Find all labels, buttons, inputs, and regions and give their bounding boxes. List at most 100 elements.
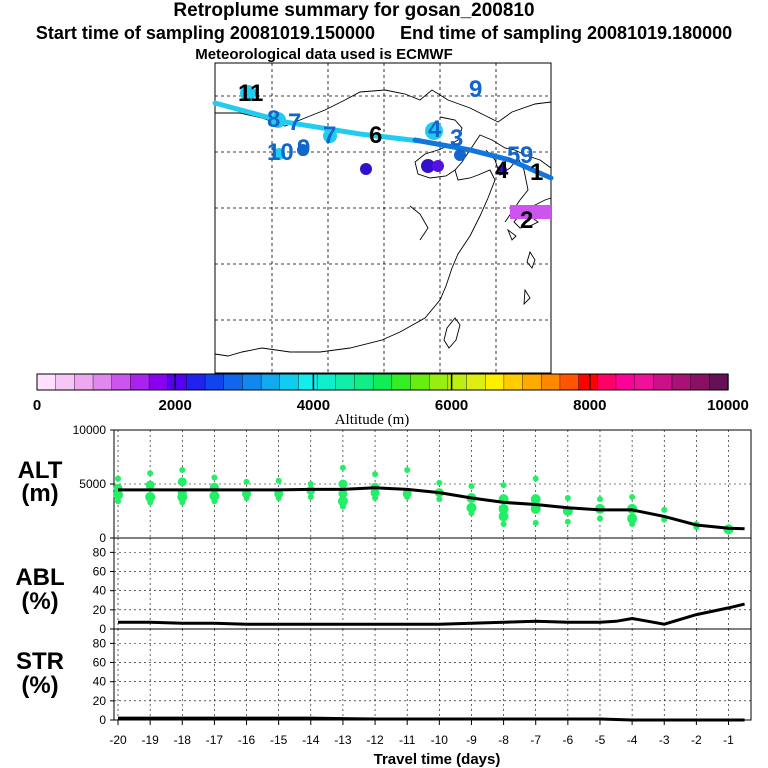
alt-scatter-point — [468, 510, 475, 517]
colorbar-cell — [428, 373, 449, 391]
alt-scatter-point — [274, 489, 284, 499]
colorbar-cells — [36, 373, 729, 391]
colorbar-tick-label: 4000 — [297, 397, 330, 414]
y-tick-label: 40 — [93, 675, 107, 689]
colorbar-tick-label: 10000 — [707, 397, 749, 414]
alt-scatter-point — [145, 491, 156, 502]
x-axis-label: Travel time (days) — [374, 751, 501, 768]
map-label: 4 — [428, 116, 442, 143]
x-tick-label: -20 — [109, 733, 127, 747]
particle-marker — [497, 165, 507, 175]
map-label: 6 — [369, 122, 382, 149]
colorbar-cell — [298, 373, 318, 391]
map-label: 11 — [238, 80, 263, 107]
y-tick-label: 10000 — [73, 423, 107, 437]
alt-scatter-point — [113, 489, 123, 500]
map-label: 9 — [297, 135, 310, 162]
str-panel-unit: (%) — [21, 672, 58, 699]
x-tick-label: -6 — [563, 733, 574, 747]
particle-marker — [421, 159, 435, 173]
alt-scatter-point — [243, 478, 250, 485]
alt-scatter-point — [629, 520, 636, 527]
alt-scatter-point — [177, 477, 187, 487]
colorbar-cell — [522, 373, 542, 391]
abl-gridlines — [114, 538, 751, 629]
track-segment-far — [212, 100, 423, 144]
altitude-colorbar: 0 2000 4000 6000 8000 10000 Altitude (m) — [33, 373, 749, 428]
map-label: 7 — [323, 122, 336, 149]
colorbar-cell — [447, 373, 468, 391]
alt-scatter-point — [500, 520, 507, 527]
str-panel: STR (%) 80 60 40 20 0 — [16, 628, 752, 727]
map-label: 8 — [267, 106, 280, 133]
colorbar-cell — [223, 373, 244, 391]
str-panel-frame — [113, 628, 752, 721]
str-gridlines — [114, 629, 751, 720]
alt-scatter-point — [532, 475, 539, 482]
colorbar-tick-label: 2000 — [159, 397, 192, 414]
x-tick-label: -2 — [691, 733, 702, 747]
particle-marker — [425, 122, 443, 140]
sampling-times: Start time of sampling 20081019.150000 E… — [0, 23, 768, 44]
alt-scatter-point — [530, 494, 541, 505]
alt-scatter-point — [468, 483, 475, 490]
abl-panel-frame — [113, 537, 752, 630]
abl-panel: ABL (%) 80 60 40 20 0 — [15, 537, 752, 636]
y-tick-label: 5000 — [79, 477, 106, 491]
colorbar-cell — [653, 373, 673, 391]
colorbar-cell — [111, 373, 132, 391]
alt-scatter-point — [275, 477, 282, 484]
y-tick-label: 40 — [93, 584, 107, 598]
y-tick-label: 0 — [99, 622, 106, 636]
x-tick-label: -18 — [174, 733, 192, 747]
alt-panel-label: ALT — [18, 457, 63, 484]
particle-marker — [432, 160, 444, 172]
alt-scatter-point — [145, 480, 155, 490]
particle-markers — [240, 85, 551, 219]
alt-scatter-point — [338, 489, 348, 499]
y-tick-label: 0 — [99, 713, 106, 727]
colorbar-cell — [578, 373, 598, 391]
alt-scatter-point — [564, 518, 571, 525]
x-tick-label: -1 — [723, 733, 734, 747]
colorbar-cell — [186, 373, 206, 391]
alt-scatter-point — [564, 495, 571, 502]
particle-marker — [273, 148, 285, 160]
colorbar-cell — [541, 373, 561, 391]
abl-line — [118, 602, 745, 626]
colorbar-cell — [167, 373, 188, 391]
y-tick-label: 60 — [93, 565, 107, 579]
colorbar-tick-labels: 0 2000 4000 6000 8000 10000 — [33, 374, 749, 414]
particle-marker — [360, 163, 372, 175]
alt-scatter-point — [466, 502, 477, 513]
colorbar-cell — [690, 373, 711, 391]
colorbar-cell — [55, 373, 76, 391]
colorbar-cell — [634, 373, 654, 391]
colorbar-cell — [204, 373, 225, 391]
particle-marker — [297, 144, 309, 156]
trajectory-tracks — [212, 100, 554, 181]
alt-scatter-point — [211, 498, 218, 505]
abl-panel-unit: (%) — [21, 588, 58, 615]
alt-scatter-point — [307, 493, 314, 500]
alt-scatter-point — [404, 466, 411, 473]
chart-title: Retroplume summary for gosan_200810 — [173, 0, 535, 21]
x-tick-label: -14 — [302, 733, 320, 747]
alt-scatter-point — [532, 519, 539, 526]
str-panel-label: STR — [16, 648, 64, 675]
map-label: 10 — [267, 139, 294, 166]
alt-scatter-point — [147, 499, 154, 506]
colorbar-cell — [148, 373, 169, 391]
alt-scatter-point — [629, 493, 636, 500]
alt-scatter-points — [113, 464, 734, 535]
x-tick-label: -5 — [595, 733, 606, 747]
colorbar-cell — [615, 373, 636, 391]
y-tick-label: 20 — [93, 694, 107, 708]
alt-scatter-point — [627, 513, 638, 524]
x-tick-label: -4 — [627, 733, 638, 747]
map-label: 1 — [530, 159, 543, 186]
alt-scatter-point — [115, 498, 121, 505]
particle-marker — [510, 205, 551, 219]
x-tick-label: -8 — [498, 733, 509, 747]
